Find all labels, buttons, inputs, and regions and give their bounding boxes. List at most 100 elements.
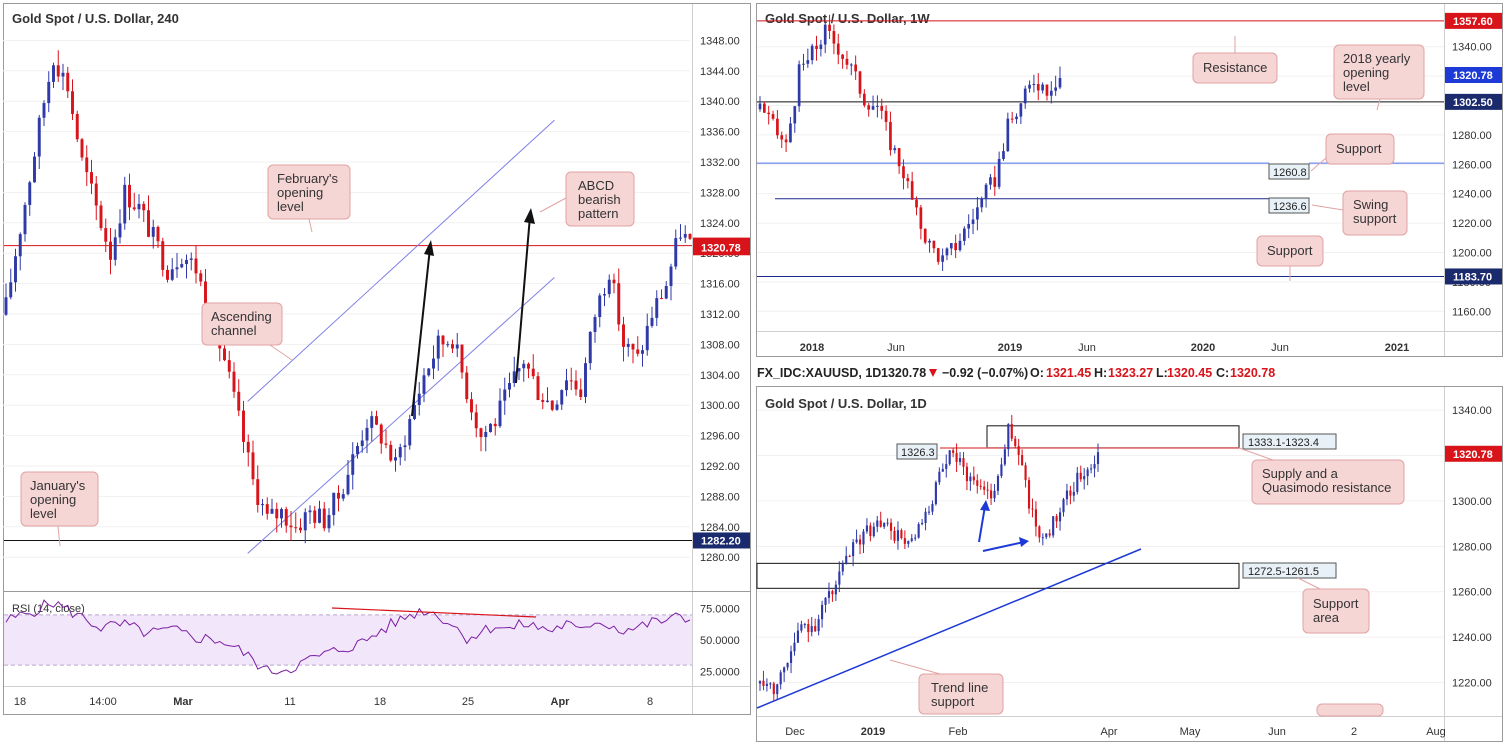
d1-chart-panel: FX_IDC:XAUUSD, 1D 1320.78 −0.92 (−0.07%)… <box>756 366 1503 742</box>
candle-body <box>85 157 89 173</box>
h4-abcd-arrows[interactable] <box>411 208 535 417</box>
candle-body <box>123 184 127 224</box>
svg-text:Ascending: Ascending <box>211 309 272 324</box>
candle-body <box>565 380 568 391</box>
d1-note-support-area[interactable]: Support area <box>1297 577 1370 634</box>
candle-body <box>1034 509 1037 527</box>
candle-body <box>118 223 122 238</box>
candle-body <box>1015 116 1018 120</box>
y-tick-label: 1312.00 <box>700 309 740 321</box>
candle-body <box>4 297 8 315</box>
svg-text:level: level <box>1343 79 1370 94</box>
x-tick-label: Dec <box>785 726 805 738</box>
w1-time-axis[interactable]: 2018 Jun 2019 Jun 2020 Jun 2021 <box>800 342 1409 354</box>
candle-body <box>1093 464 1096 469</box>
candle-body <box>14 256 17 283</box>
d1-trend-line[interactable] <box>756 548 1142 709</box>
svg-text:ABCD: ABCD <box>578 178 614 193</box>
candle-body <box>365 427 369 441</box>
w1-note-yearly-opening[interactable]: 2018 yearly opening level <box>1333 44 1425 111</box>
candle-body <box>900 530 903 539</box>
h4-ascending-channel[interactable] <box>247 119 555 554</box>
d1-symbol-header: FX_IDC:XAUUSD, 1D 1320.78 −0.92 (−0.07%)… <box>757 366 1275 380</box>
y-tick-label: 1240.00 <box>1452 189 1492 201</box>
candle-body <box>413 405 416 420</box>
candle-body <box>313 510 317 523</box>
candle-body <box>880 105 884 111</box>
candle-body <box>1000 464 1003 477</box>
w1-note-resistance[interactable]: Resistance <box>1192 36 1278 84</box>
channel-upper-line[interactable] <box>247 119 555 402</box>
candle-body <box>971 219 975 225</box>
d1-note-trend-line[interactable]: Trend line support <box>889 659 1004 715</box>
w1-note-support[interactable]: Support <box>1310 133 1395 172</box>
h4-note-abcd[interactable]: ABCD bearish pattern <box>539 171 635 227</box>
w1-note-support-lower[interactable]: Support <box>1256 235 1324 281</box>
candle-body <box>806 60 810 64</box>
y-tick-label: 1324.00 <box>700 218 740 230</box>
h4-note-ascending-channel[interactable]: Ascending channel <box>201 302 293 361</box>
candle-body <box>465 372 469 400</box>
y-tick-label: 1300.00 <box>700 400 740 412</box>
candle-body <box>817 619 820 632</box>
candle-body <box>446 344 450 346</box>
x-tick-label: 18 <box>374 696 386 708</box>
svg-text:1321.45: 1321.45 <box>1046 366 1091 380</box>
rsi-axis: 75.0000 50.0000 25.0000 <box>700 604 740 679</box>
candle-body <box>1038 526 1041 538</box>
candle-body <box>1023 88 1027 104</box>
candle-body <box>903 538 906 544</box>
svg-text:1320.78: 1320.78 <box>1230 366 1275 380</box>
candle-body <box>865 525 868 532</box>
w1-note-swing-support[interactable]: Swing support <box>1311 190 1408 236</box>
candle-body <box>910 181 914 200</box>
candle-body <box>969 476 972 482</box>
candle-body <box>1024 465 1027 481</box>
x-tick-label: Jun <box>1268 726 1286 738</box>
candle-body <box>945 248 949 256</box>
x-tick-label: Jun <box>1078 342 1096 354</box>
candle-body <box>612 279 616 284</box>
candle-body <box>993 177 997 187</box>
candle-body <box>767 112 771 115</box>
candle-body <box>1003 449 1006 465</box>
candle-body <box>984 184 988 199</box>
price-tag: 1183.70 <box>1445 268 1502 285</box>
candle-body <box>810 626 813 633</box>
y-tick-label: 1296.00 <box>700 431 740 443</box>
candle-body <box>341 494 345 499</box>
d1-note-supply-qm[interactable]: Supply and a Quasimodo resistance <box>1238 447 1405 505</box>
h4-horizontal-levels[interactable] <box>4 245 692 541</box>
rsi-line <box>5 599 691 675</box>
svg-text:level: level <box>277 199 304 214</box>
candle-body <box>979 485 982 487</box>
d1-note-partial[interactable] <box>1316 703 1384 717</box>
candle-body <box>1045 533 1048 538</box>
candle-body <box>474 412 478 429</box>
candle-body <box>603 294 606 296</box>
candle-body <box>436 335 440 359</box>
d1-blue-arrows[interactable] <box>978 500 1029 552</box>
x-tick-label: May <box>1180 726 1201 738</box>
candle-body <box>1049 90 1053 96</box>
support-zone[interactable] <box>756 562 1240 589</box>
candle-body <box>876 520 879 527</box>
y-tick-label: 1220.00 <box>1452 218 1492 230</box>
h4-note-feb-opening[interactable]: February's opening level <box>267 164 351 233</box>
candle-body <box>807 623 810 633</box>
svg-text:channel: channel <box>211 323 257 338</box>
h4-time-axis[interactable]: 18 14:00 Mar 11 18 25 Apr 8 <box>14 696 653 708</box>
h4-note-jan-opening[interactable]: January's opening level <box>20 471 99 547</box>
price-tag: 1320.78 <box>1445 66 1502 83</box>
candle-body <box>427 368 431 376</box>
svg-text:O:: O: <box>1030 366 1044 380</box>
candle-body <box>958 240 962 251</box>
channel-lower-line[interactable] <box>247 277 555 554</box>
candle-body <box>849 64 853 66</box>
w1-level-label-swing: 1236.6 <box>1268 197 1310 214</box>
candle-body <box>550 400 554 410</box>
rsi-divergence-line[interactable] <box>331 607 537 618</box>
candle-body <box>928 240 931 243</box>
candle-body <box>1079 472 1082 480</box>
d1-time-axis[interactable]: Dec 2019 Feb Apr May Jun 2 Aug <box>785 726 1446 738</box>
